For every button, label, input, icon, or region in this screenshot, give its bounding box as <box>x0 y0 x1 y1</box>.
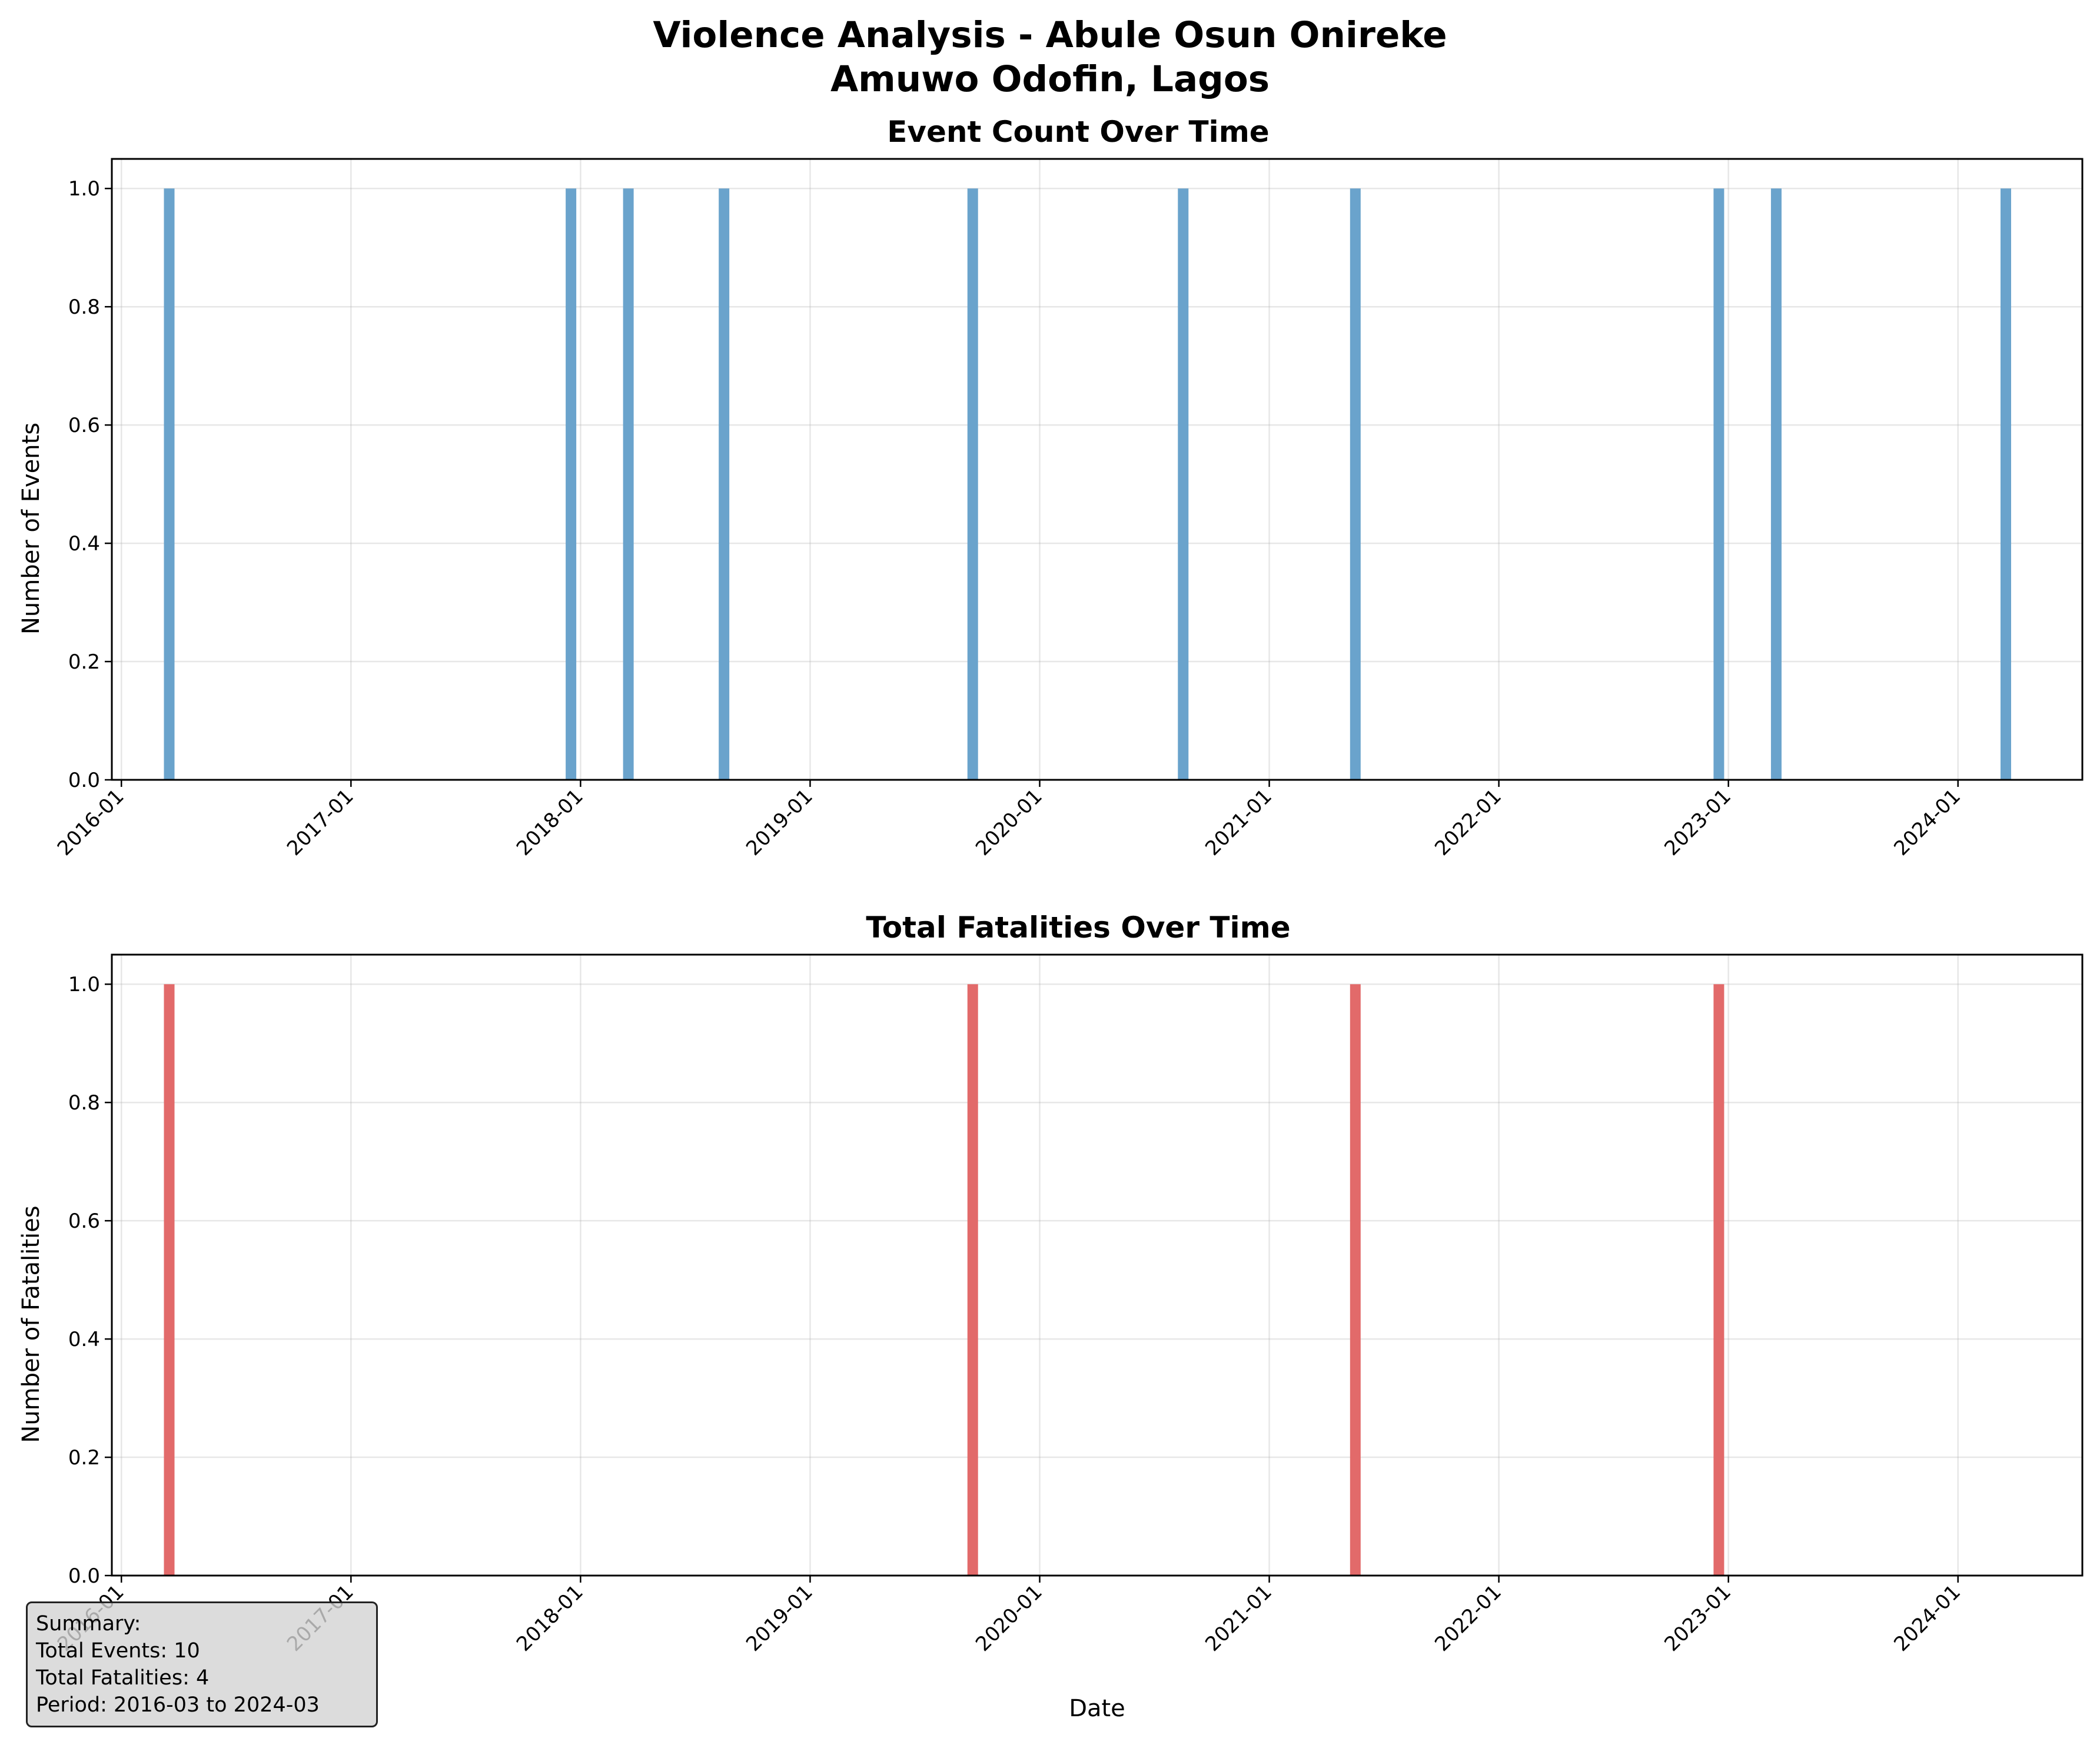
event-bar <box>2000 188 2011 780</box>
event-bar <box>164 188 175 780</box>
y-tick-label: 0.8 <box>68 1091 100 1115</box>
fatalities-panel-title: Total Fatalities Over Time <box>866 910 1290 945</box>
plot-frame <box>111 158 2084 781</box>
x-tick-label: 2024-01 <box>1889 785 1965 860</box>
x-tick-label: 2019-01 <box>742 785 818 860</box>
x-tick-label: 2023-01 <box>1660 1580 1736 1656</box>
event-count-panel: Event Count Over Time Number of Events 0… <box>18 115 2084 860</box>
x-tick-label: 2018-01 <box>512 1580 588 1656</box>
event-bar <box>623 188 634 780</box>
event-count-y-axis-label: Number of Events <box>18 423 45 634</box>
y-tick-label: 0.0 <box>68 1564 100 1588</box>
summary-heading: Summary: <box>36 1612 141 1636</box>
event-count-panel-title: Event Count Over Time <box>887 115 1269 149</box>
event-bar <box>1713 188 1724 780</box>
y-tick-label: 0.4 <box>68 532 100 556</box>
plot-frame <box>111 953 2084 1577</box>
x-tick-label: 2018-01 <box>512 785 588 860</box>
x-tick-label: 2021-01 <box>1201 785 1277 860</box>
summary-period: Period: 2016-03 to 2024-03 <box>36 1693 320 1717</box>
event-bar <box>566 188 577 780</box>
x-tick-label: 2022-01 <box>1430 785 1506 860</box>
x-tick-label: 2024-01 <box>1889 1580 1965 1656</box>
x-tick-label: 2022-01 <box>1430 1580 1506 1656</box>
x-tick-label: 2021-01 <box>1201 1580 1277 1656</box>
fatality-bar <box>164 984 175 1576</box>
event-bar <box>1350 188 1361 780</box>
x-tick-label: 2020-01 <box>971 785 1047 860</box>
figure-title-line2: Amuwo Odofin, Lagos <box>830 58 1270 100</box>
event-bar <box>967 188 978 780</box>
summary-total-fatalities: Total Fatalities: 4 <box>36 1666 210 1690</box>
fatality-bar <box>967 984 978 1576</box>
y-tick-label: 1.0 <box>68 973 100 996</box>
y-tick-label: 0.8 <box>68 295 100 319</box>
y-tick-label: 1.0 <box>68 177 100 201</box>
fatality-bar <box>1713 984 1724 1576</box>
y-tick-label: 0.6 <box>68 1209 100 1233</box>
x-tick-label: 2016-01 <box>53 785 129 860</box>
x-tick-label: 2019-01 <box>742 1580 818 1656</box>
x-tick-label: 2023-01 <box>1660 785 1736 860</box>
summary-total-events: Total Events: 10 <box>36 1639 200 1663</box>
fatalities-x-axis-label: Date <box>1069 1695 1125 1722</box>
x-tick-label: 2020-01 <box>971 1580 1047 1656</box>
y-tick-label: 0.6 <box>68 414 100 437</box>
fatality-bar <box>1350 984 1361 1576</box>
y-tick-label: 0.0 <box>68 769 100 792</box>
event-bar <box>1178 188 1189 780</box>
y-tick-label: 0.4 <box>68 1328 100 1351</box>
fatalities-y-axis-label: Number of Fatalities <box>18 1205 45 1443</box>
figure-title-line1: Violence Analysis - Abule Osun Onireke <box>653 14 1447 56</box>
y-tick-label: 0.2 <box>68 1446 100 1470</box>
event-bar <box>719 188 730 780</box>
summary-box: Summary: Total Events: 10 Total Fataliti… <box>26 1601 378 1727</box>
x-tick-label: 2017-01 <box>283 785 358 860</box>
y-tick-label: 0.2 <box>68 650 100 674</box>
fatalities-panel: Total Fatalities Over Time Number of Fat… <box>18 910 2084 1722</box>
event-bar <box>1770 188 1782 780</box>
